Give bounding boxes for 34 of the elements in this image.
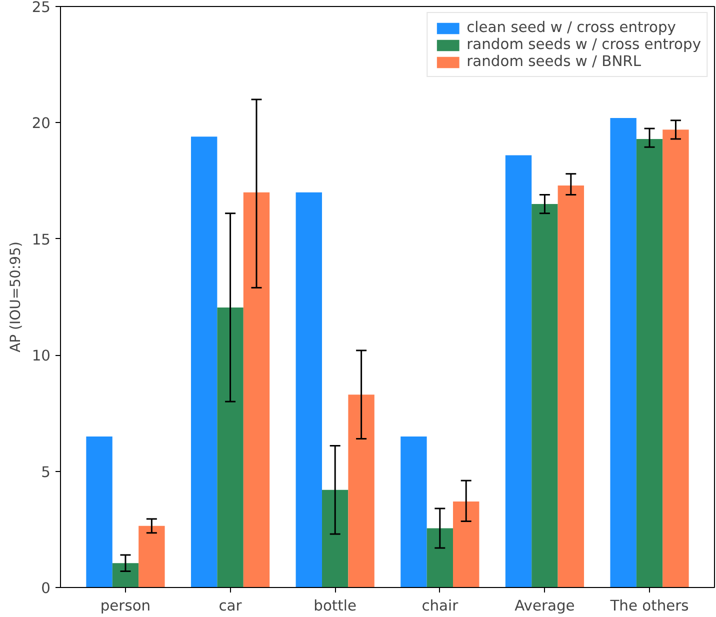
x-tick-label: car xyxy=(218,598,243,614)
x-tick-label: chair xyxy=(422,598,460,614)
x-tick-label: The others xyxy=(609,598,689,614)
bar xyxy=(348,394,374,588)
bar xyxy=(112,563,139,588)
bar xyxy=(532,204,558,588)
y-tick-label: 10 xyxy=(32,348,51,365)
legend-label: random seeds w / BNRL xyxy=(466,53,642,70)
y-tick-label: 0 xyxy=(41,580,51,597)
bar xyxy=(505,155,532,588)
y-tick-label: 20 xyxy=(32,115,51,132)
y-tick-label: 15 xyxy=(32,231,51,248)
bar xyxy=(400,436,427,588)
legend-label: clean seed w / cross entropy xyxy=(466,19,676,36)
bar xyxy=(190,136,218,588)
x-tick-label: bottle xyxy=(314,598,357,614)
bar xyxy=(217,307,244,588)
bar xyxy=(558,185,584,588)
y-tick-label: 5 xyxy=(41,464,51,481)
bar xyxy=(453,502,480,588)
y-axis-title: AP (IOU=50:95) xyxy=(8,242,24,352)
bar xyxy=(243,192,270,588)
bar xyxy=(426,528,454,588)
bar xyxy=(138,526,165,588)
x-tick-label: person xyxy=(100,598,151,614)
bar xyxy=(662,130,689,588)
legend-label: random seeds w / cross entropy xyxy=(466,36,701,53)
bar xyxy=(610,118,636,588)
x-tick-label: Average xyxy=(514,598,575,614)
bar xyxy=(296,192,322,588)
bar xyxy=(86,436,112,588)
bar xyxy=(636,138,663,588)
bar xyxy=(322,490,348,588)
y-tick-label: 25 xyxy=(32,0,51,16)
